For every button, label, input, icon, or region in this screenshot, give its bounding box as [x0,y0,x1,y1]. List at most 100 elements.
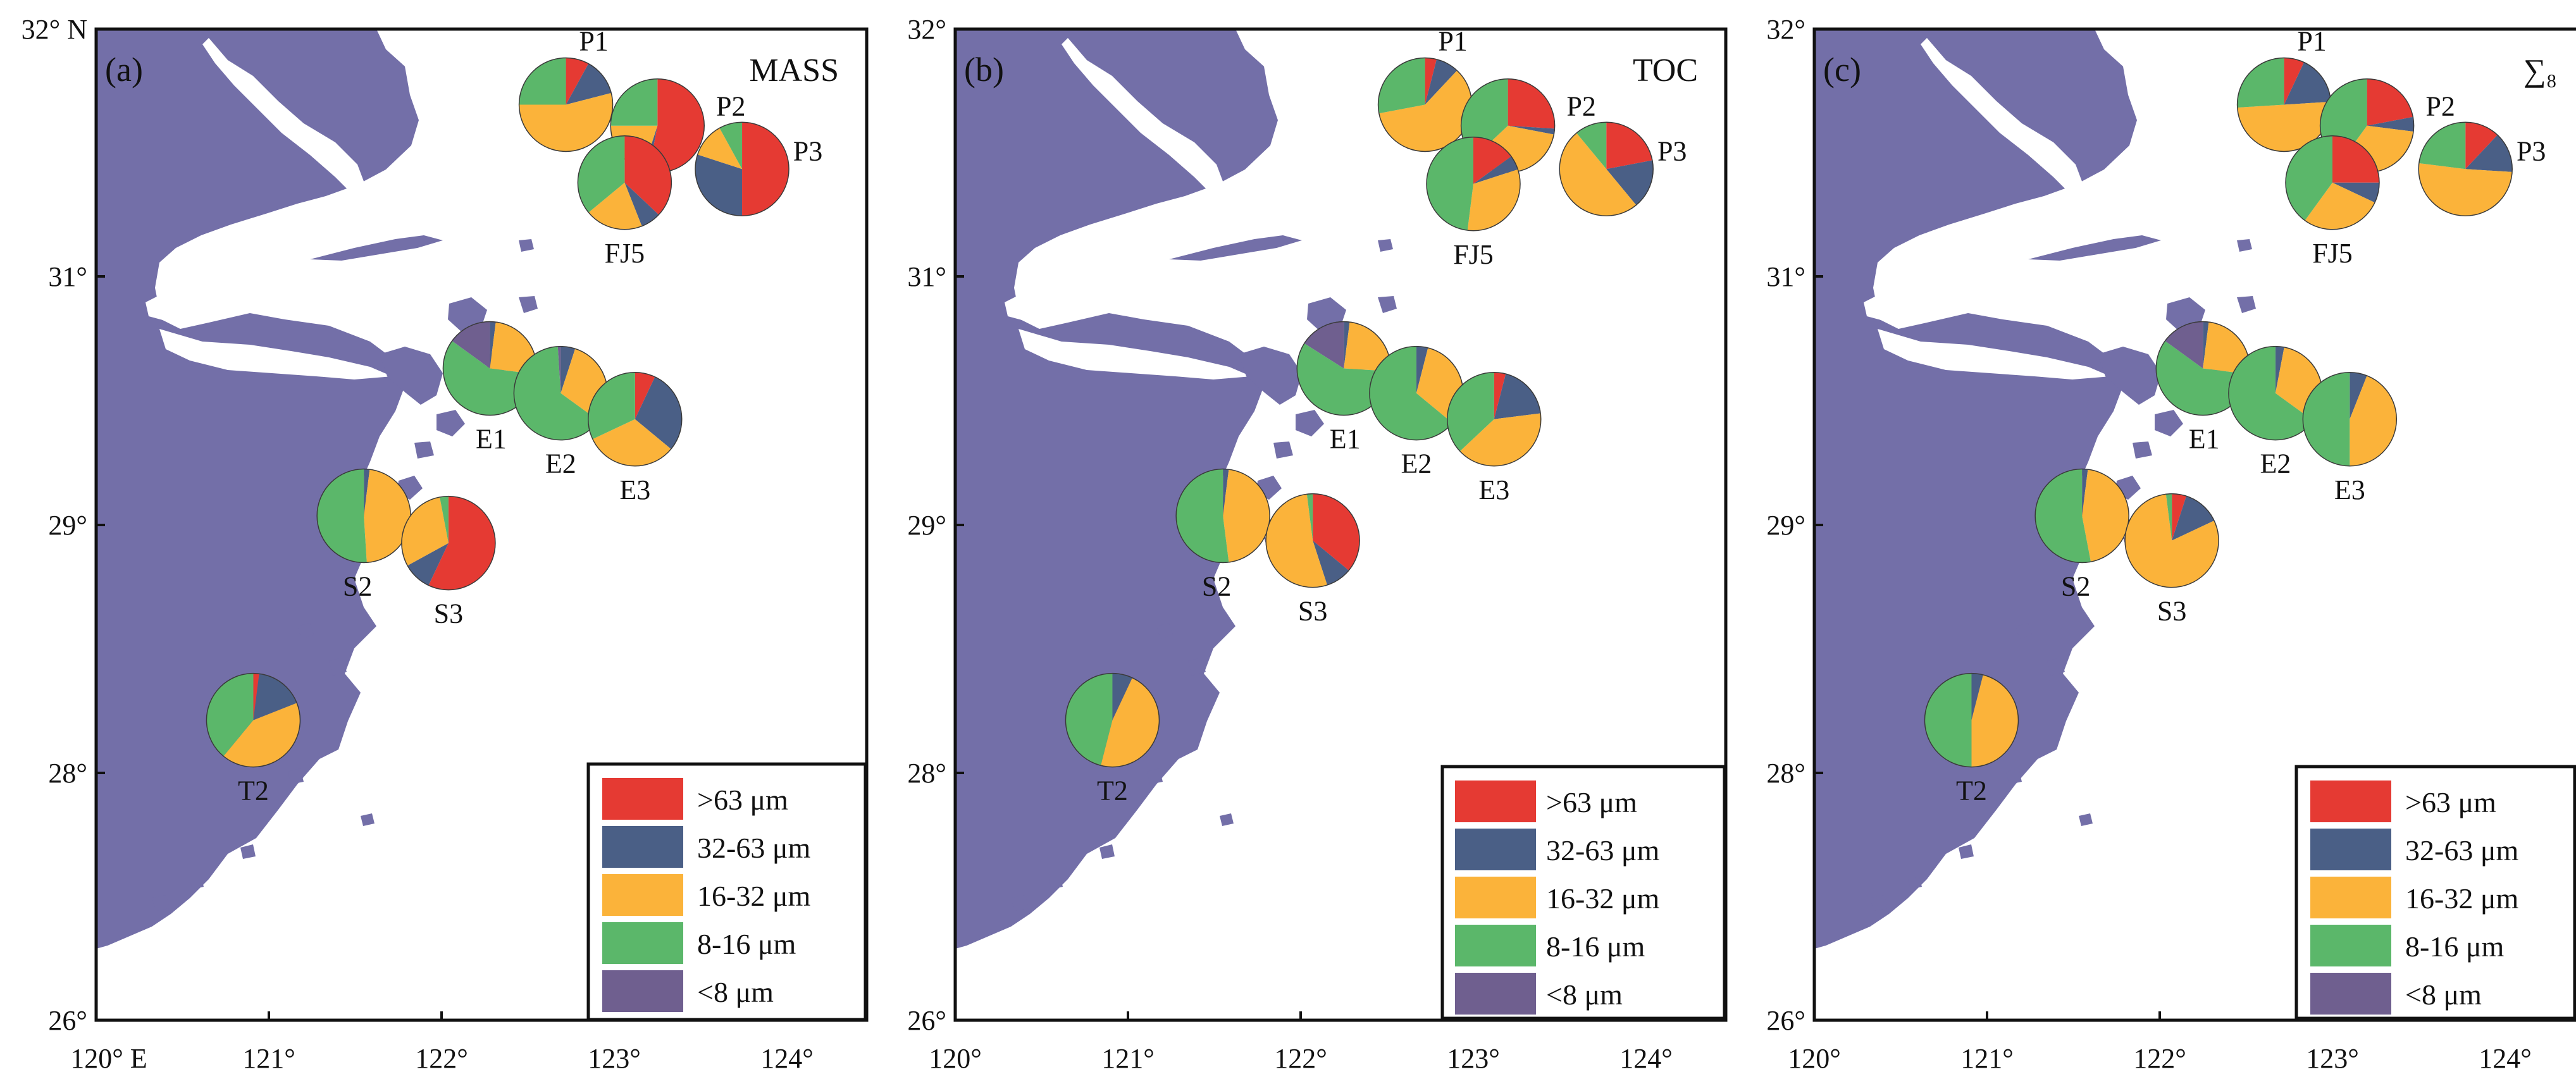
map-a [96,29,538,949]
pie-slice-c16_32 [2305,182,2375,230]
pie-fj5: FJ5 [1426,137,1521,270]
legend-swatch [602,826,683,868]
pie-slice-gt63 [1425,58,1437,105]
lat-label: 28° [907,758,946,789]
hangzhou-bay [1019,329,1251,379]
pie-slice-gt63 [2465,122,2498,170]
site-label: E3 [1478,474,1509,505]
lon-label: 122° [1274,1043,1327,1074]
pie-slice-c16_32 [1971,674,2019,767]
pie-e3: E3 [2302,372,2398,505]
pie-t2: T2 [206,672,301,806]
legend-label: 32-63 μm [697,832,810,864]
legend-swatch [602,874,683,916]
chongming-island [310,235,443,261]
site-label: E2 [2260,448,2291,479]
pie-fj5: FJ5 [577,135,672,269]
pie-e1: E1 [442,321,538,454]
lat-axis: 26° 28° 29° 31° 32° [907,14,964,1036]
yangtze-channel [1921,38,2085,196]
lat-label: 31° [907,261,946,292]
lon-label: 124° [760,1043,814,1074]
pie-slice-c16_32 [1266,494,1327,588]
pie-slice-c8_16 [440,496,449,543]
pie-slice-gt63 [2332,135,2379,183]
legend-label: <8 μm [1546,978,1623,1011]
site-label: E2 [1401,448,1432,479]
pie-slice-c16_32 [2237,101,2331,152]
site-label: E3 [619,474,650,505]
lat-axis: 26° 28° 29° 31° 32° N [22,14,105,1036]
hangzhou-bay [159,329,392,379]
pie-slice-c32_63 [1223,469,1229,516]
pie-slice-c16_32 [519,93,613,152]
pie-slice-gt63 [635,372,655,419]
pie-slice-c32_63 [2203,321,2209,369]
panel-c: 120° 121° 122° 123° 124° 26° 28° 29° 31°… [1766,14,2576,1074]
legend-swatch [602,922,683,964]
pie-slice-lt8 [1304,321,1344,369]
pie-slice-gt63 [2172,493,2186,541]
legend-label: 32-63 μm [2405,834,2518,867]
pie-slice-lt8 [452,321,490,369]
lat-label: 31° [1766,261,1805,292]
lon-label: 120° [1788,1043,1841,1074]
pie-slice-c32_63 [1425,59,1458,105]
coastline [96,29,538,949]
pie-slice-gt63 [428,496,495,590]
pie-outline [1924,672,2019,768]
pie-p2: P2 [2319,78,2455,173]
lon-label: 120° E [70,1043,147,1074]
pie-outline [577,135,672,230]
site-label: S3 [2157,596,2186,627]
lon-label: 123° [1447,1043,1500,1074]
pie-s2: S2 [316,468,411,602]
pie-slice-c8_16 [1924,673,1972,767]
yangtze-channel [1062,38,1226,196]
legend-label: 16-32 μm [697,880,810,912]
pie-slice-c16_32 [364,469,411,563]
pie-s3: S3 [401,495,496,629]
lat-label: 26° [907,1005,946,1036]
pie-slice-c32_63 [1494,374,1541,419]
pie-slice-c16_32 [490,322,537,374]
pie-outline [2034,468,2129,564]
pie-slice-c16_32 [1344,322,1391,372]
lat-axis: 26° 28° 29° 31° 32° [1766,14,1823,1036]
legend-swatch [2310,781,2391,822]
pie-slice-c32_63 [1313,540,1349,586]
legend: >63 μm 32-63 μm 16-32 μm 8-16 μm <8 μm [2294,765,2576,1020]
pie-slice-c16_32 [697,128,743,170]
map-c [1814,29,2256,949]
legend-swatch [2310,877,2391,918]
legend-swatch [1455,877,1536,918]
lat-label: 26° [48,1005,87,1036]
pie-slice-c8_16 [1378,58,1425,114]
pie-slice-gt63 [2284,58,2305,105]
pie-slice-c8_16 [1306,493,1313,541]
panel-b: 120° 121° 122° 123° 124° 26° 28° 29° 31°… [907,14,1728,1074]
pie-slice-c32_63 [2284,62,2331,105]
pie-slice-c32_63 [624,182,659,226]
panel-label: (a) [105,51,143,89]
pie-slice-c16_32 [1223,469,1270,562]
site-label: E1 [1330,423,1361,454]
legend-label: >63 μm [2405,786,2496,818]
legend-label: >63 μm [1546,786,1637,818]
pie-slice-c16_32 [223,703,300,767]
pie-outline [1265,493,1360,588]
lat-label: 32° [1766,14,1805,45]
site-label: S2 [343,571,372,602]
legend-label: 8-16 μm [1546,930,1645,963]
site-label: S3 [434,598,463,629]
pie-outline [1065,672,1160,768]
pie-slice-c32_63 [560,346,576,393]
pie-slice-c32_63 [1508,125,1555,135]
pie-p3: P3 [695,121,822,217]
pie-outline [1447,372,1542,467]
legend-swatch [2310,973,2391,1015]
legend-label: <8 μm [697,976,774,1008]
map-b [955,29,1397,949]
site-label: P1 [1438,25,1467,56]
